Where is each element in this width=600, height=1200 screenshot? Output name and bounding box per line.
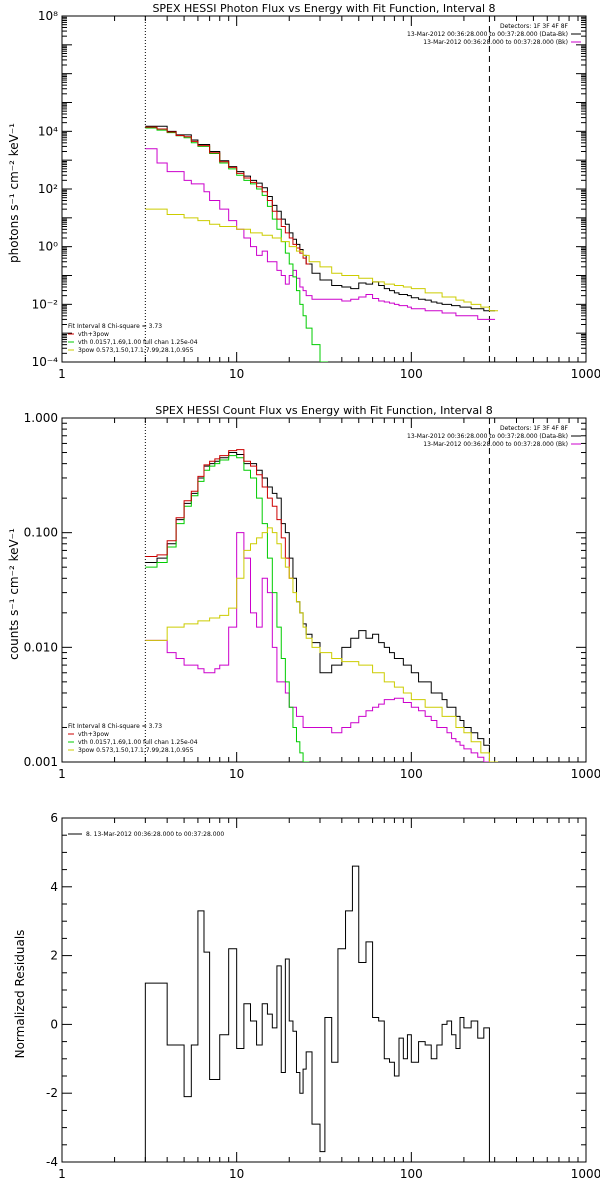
- info-line: 13-Mar-2012 00:36:28.000 to 00:37:28.000…: [407, 433, 568, 440]
- info-line: 13-Mar-2012 00:36:28.000 to 00:37:28.000…: [407, 31, 568, 38]
- series-line-power: [145, 208, 499, 312]
- info-line: 13-Mar-2012 00:36:28.000 to 00:37:28.000…: [423, 441, 568, 448]
- x-tick-label: 10: [229, 767, 244, 781]
- legend-title: Fit Interval 8 Chi-square = 3.73: [68, 323, 162, 330]
- y-tick-label: -2: [46, 1086, 58, 1100]
- series-line-power: [145, 527, 499, 762]
- y-tick-label: 10⁻⁴: [32, 355, 59, 369]
- chart-title: SPEX HESSI Count Flux vs Energy with Fit…: [155, 404, 492, 417]
- series-group: [145, 125, 499, 362]
- y-tick-label: 0.100: [24, 526, 58, 540]
- y-tick-label: 0.001: [24, 755, 58, 769]
- y-tick-label: 10⁰: [38, 240, 58, 254]
- x-tick-label: 1000: [571, 1167, 600, 1181]
- y-axis-label: Normalized Residuals: [13, 930, 27, 1059]
- legend-entry: vth+3pow: [78, 731, 109, 738]
- y-tick-label: 6: [50, 811, 58, 825]
- plot-frame: [61, 15, 587, 363]
- chart-panel-3: 1 10 100 1000 -4 -2 0 2 4 6 Normalized Residuals 8.…: [13, 811, 600, 1181]
- x-tick-label: 1: [58, 767, 66, 781]
- x-tick-label: 100: [400, 767, 423, 781]
- x-tick-label: 1000: [571, 767, 600, 781]
- plot-frame: [61, 417, 587, 763]
- y-tick-label: 0.010: [24, 640, 58, 654]
- y-tick-label: 10⁸: [38, 9, 58, 23]
- x-tick-label: 1: [58, 1167, 66, 1181]
- x-tick-label: 10: [229, 1167, 244, 1181]
- series-line-bkg: [145, 148, 496, 320]
- chart-title: SPEX HESSI Photon Flux vs Energy with Fi…: [152, 2, 495, 15]
- chart-panel-1: SPEX HESSI Photon Flux vs Energy with Fi…: [7, 2, 600, 381]
- y-axis-label: counts s⁻¹ cm⁻² keV⁻¹: [7, 528, 21, 660]
- plot-frame: [61, 817, 587, 1163]
- series-line-data: [145, 452, 496, 762]
- info-line: 13-Mar-2012 00:36:28.000 to 00:37:28.000…: [423, 39, 568, 46]
- y-tick-label: 0: [50, 1017, 58, 1031]
- series-group: [144, 865, 496, 1162]
- legend-entry: vth 0.0157,1.69,1.00 full chan 1.25e-04: [78, 739, 198, 746]
- y-tick-label: 1.000: [24, 411, 58, 425]
- series-line-residuals: [144, 865, 496, 1162]
- x-tick-label: 100: [400, 367, 423, 381]
- y-tick-label: 2: [50, 949, 58, 963]
- y-tick-label: 10⁴: [38, 124, 58, 138]
- x-tick-label: 100: [400, 1167, 423, 1181]
- legend-title: Fit Interval 8 Chi-square = 3.73: [68, 723, 162, 730]
- y-tick-label: 10⁻²: [32, 297, 59, 311]
- series-line-thermal: [145, 127, 328, 362]
- info-line: Detectors: 1F 3F 4F 8F: [500, 425, 569, 432]
- series-line-data: [145, 125, 496, 312]
- y-axis-label: photons s⁻¹ cm⁻² keV⁻¹: [7, 123, 21, 263]
- series-line-total: [145, 126, 310, 265]
- legend-entry: 3pow 0.573,1.50,17.1,7.99,28.1,0.955: [78, 347, 194, 354]
- legend-entry: vth 0.0157,1.69,1.00 full chan 1.25e-04: [78, 339, 198, 346]
- legend-entry: 8. 13-Mar-2012 00:36:28.000 to 00:37:28.…: [86, 831, 224, 838]
- series-line-total: [145, 449, 294, 579]
- series-group: [145, 449, 499, 762]
- legend-entry: vth+3pow: [78, 331, 109, 338]
- series-line-bkg: [145, 532, 496, 762]
- y-tick-label: 10²: [38, 182, 58, 196]
- x-tick-label: 10: [229, 367, 244, 381]
- chart-panel-2: SPEX HESSI Count Flux vs Energy with Fit…: [7, 404, 600, 781]
- series-line-thermal: [145, 455, 310, 762]
- info-line: Detectors: 1F 3F 4F 8F: [500, 23, 569, 30]
- x-tick-label: 1: [58, 367, 66, 381]
- x-tick-label: 1000: [571, 367, 600, 381]
- y-tick-label: 4: [50, 880, 58, 894]
- legend-entry: 3pow 0.573,1.50,17.1,7.99,28.1,0.955: [78, 747, 194, 754]
- y-tick-label: -4: [46, 1155, 58, 1169]
